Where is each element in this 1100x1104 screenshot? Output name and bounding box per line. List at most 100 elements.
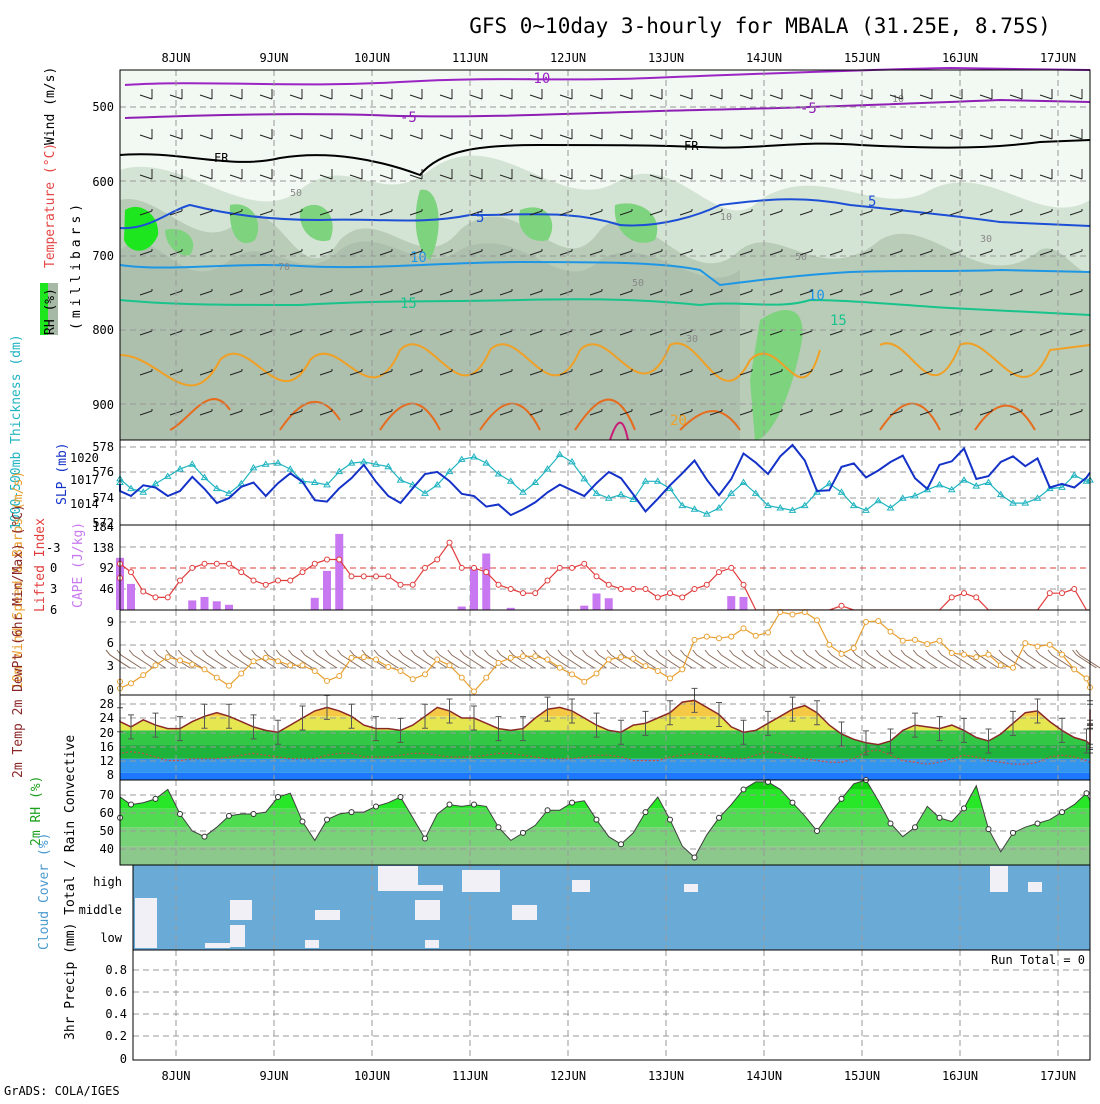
upper-grid	[120, 70, 1090, 440]
rh-label: 10	[892, 94, 904, 105]
temp-minmax-bar	[152, 712, 159, 738]
wind-point	[287, 662, 294, 669]
upper-barb	[1009, 289, 1023, 296]
cape-axis-label: CAPE (J/kg)	[71, 522, 86, 608]
thickness-point	[702, 510, 711, 517]
wind-point	[691, 636, 698, 643]
cape-bar	[225, 604, 233, 610]
rh-point	[740, 786, 747, 793]
temp-tick: 24	[100, 711, 114, 725]
upper-barb	[319, 289, 333, 296]
wind-point	[226, 682, 232, 689]
li-point	[262, 581, 269, 588]
temp-tick: 16	[100, 740, 114, 754]
date-label-top: 15JUN	[844, 51, 880, 65]
date-label-bottom: 13JUN	[648, 1069, 684, 1083]
upper-barb	[799, 129, 813, 140]
upper-barb	[409, 369, 423, 376]
precip-frame	[132, 949, 1091, 1061]
wind-point	[262, 654, 269, 661]
date-label-top: 11JUN	[452, 51, 488, 65]
upper-barb	[379, 129, 393, 140]
cloud-level-label: middle	[79, 903, 122, 917]
slp-tick: 1020	[70, 451, 99, 465]
upper-barb	[259, 289, 273, 296]
mb-tick: 700	[92, 249, 114, 263]
rh-panel: 70 60 50 40 2m RH (%)	[29, 776, 1091, 866]
rh-point	[1083, 790, 1090, 797]
rh-point	[912, 824, 918, 831]
upper-barb	[619, 369, 633, 376]
rh-blob	[750, 310, 803, 440]
temp-contour-10	[119, 260, 1091, 287]
upper-barb	[139, 369, 153, 376]
li-point	[605, 581, 612, 588]
wind-point	[140, 672, 147, 679]
upper-barb	[349, 409, 363, 416]
rh-above-mask	[120, 780, 1090, 858]
li-point	[446, 539, 453, 546]
thickness-point	[568, 457, 576, 465]
upper-barb	[679, 409, 693, 416]
rh-band	[120, 846, 1090, 865]
upper-barb	[979, 369, 993, 376]
upper-barb	[259, 249, 273, 256]
li-point	[642, 585, 649, 592]
thickness-point	[653, 477, 662, 484]
upper-barb	[1009, 209, 1023, 216]
wind-barb	[373, 649, 399, 669]
cape-bar	[188, 600, 197, 610]
upper-barb	[979, 129, 993, 140]
upper-barb	[499, 209, 513, 216]
upper-barb	[229, 369, 243, 376]
thickness-slp-panel: 578 576 574 572 1020 1017 1014 1000-500m…	[9, 334, 1094, 530]
upper-barb	[289, 209, 303, 216]
thickness-point	[139, 488, 148, 495]
thick-tick: 572	[92, 516, 114, 530]
date-label-top: 14JUN	[746, 51, 782, 65]
upper-barb	[619, 289, 633, 296]
upper-barb	[499, 289, 513, 296]
precip-tick: 0.8	[105, 963, 127, 977]
upper-barb	[289, 129, 303, 140]
upper-barb	[409, 249, 423, 256]
upper-barb	[529, 369, 543, 376]
upper-barb	[589, 129, 603, 140]
wind-point	[1010, 664, 1016, 671]
rh-blob	[165, 229, 194, 256]
upper-barb	[1069, 209, 1083, 216]
upper-barb	[379, 209, 393, 216]
temp-minmax-bar	[985, 728, 992, 754]
upper-barb	[889, 409, 903, 416]
date-label-bottom: 11JUN	[452, 1069, 488, 1083]
upper-barb	[289, 369, 303, 376]
wind-barb	[447, 649, 473, 669]
wind-barb	[312, 649, 338, 669]
rh-point	[961, 805, 967, 812]
li-point	[140, 588, 147, 595]
rh-point	[152, 795, 159, 802]
thick-tick: 578	[92, 440, 114, 454]
cloud-level-label: high	[93, 875, 122, 889]
upper-barb	[739, 169, 753, 180]
wind-barb	[386, 649, 411, 669]
upper-barb	[1069, 369, 1083, 376]
upper-barb	[199, 409, 213, 416]
upper-barb	[619, 169, 633, 180]
li-point	[213, 560, 220, 567]
upper-barb	[1009, 249, 1023, 256]
wind-bg	[120, 610, 1090, 695]
upper-barb	[229, 89, 243, 100]
wind-point	[642, 663, 649, 670]
upper-barb	[529, 289, 543, 296]
rh-point	[373, 803, 379, 810]
wind-point	[912, 636, 918, 643]
upper-barb	[979, 209, 993, 216]
wind-point	[1059, 651, 1065, 658]
li-point	[679, 594, 686, 601]
upper-barb	[919, 89, 933, 100]
upper-barb	[199, 89, 213, 100]
upper-barb	[349, 89, 363, 100]
rh-point	[275, 794, 281, 800]
cloud-bar-high	[990, 866, 1008, 892]
